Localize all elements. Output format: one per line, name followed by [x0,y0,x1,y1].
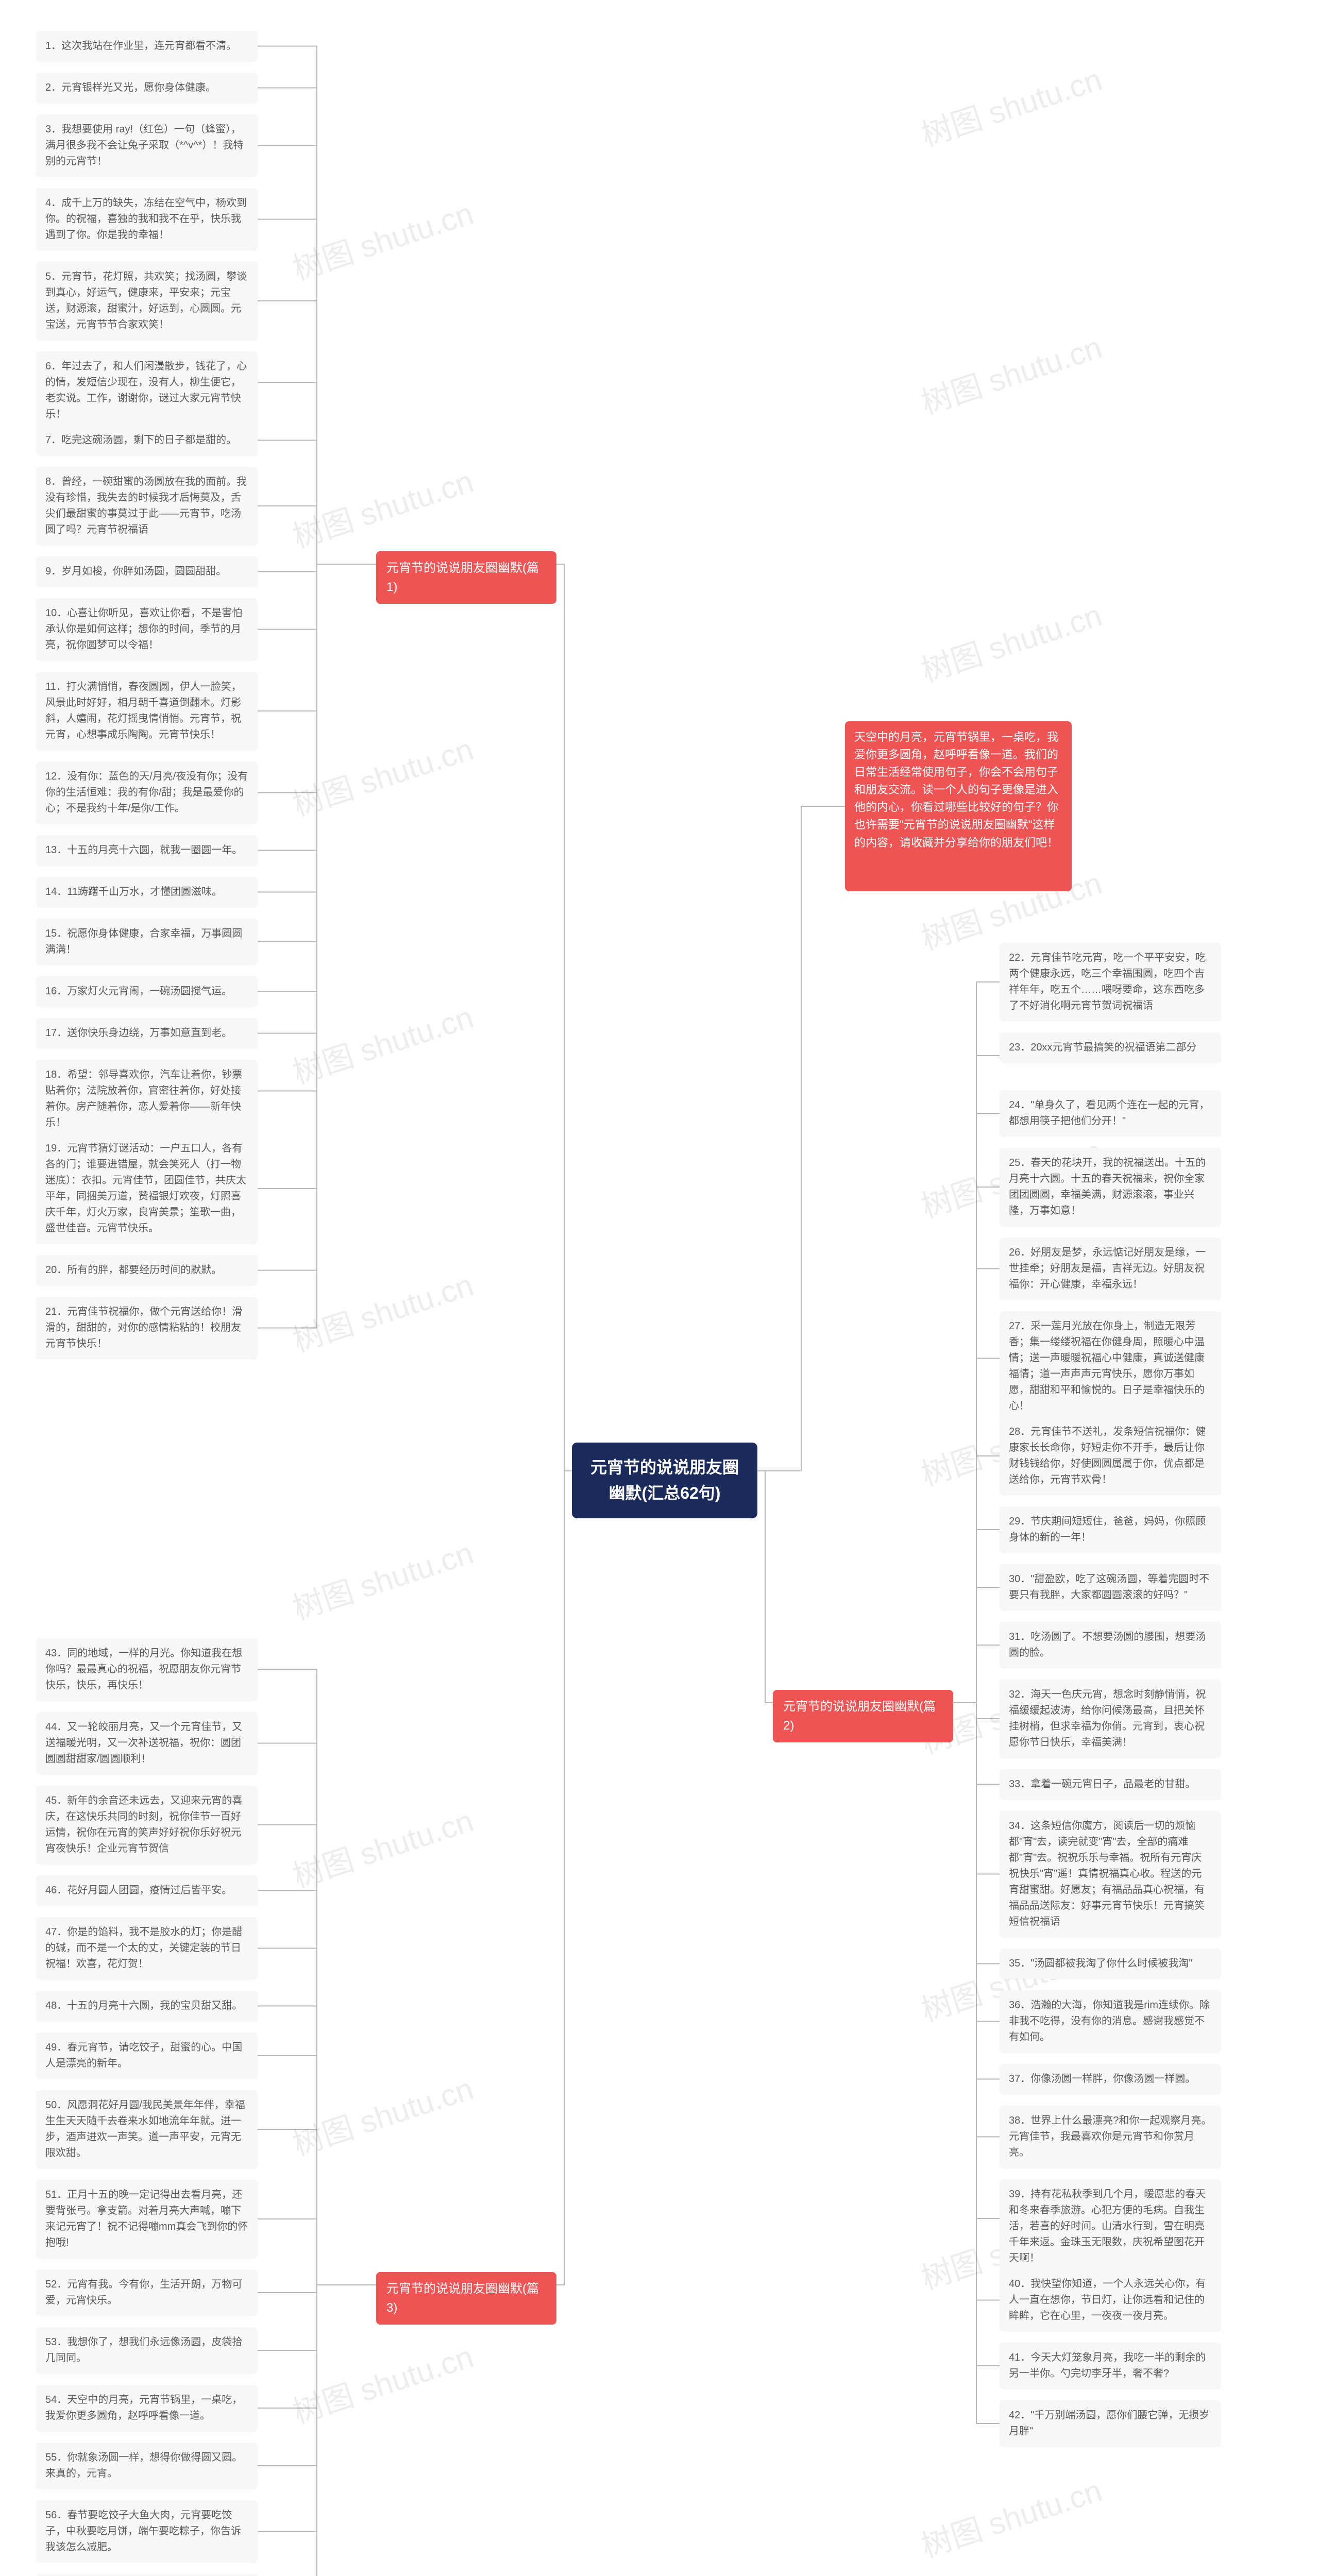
leaf-s1-0: 1．这次我站在作业里，连元宵都看不清。 [36,31,258,61]
intro-node: 天空中的月亮，元宵节锅里，一桌吃，我爱你更多圆角，赵呼呼看像一道。我们的日常生活… [845,721,1072,891]
leaf-s1-11: 12．没有你：蓝色的天/月亮/夜没有你；没有你的生活恒难：我的有你/甜；我是最爱… [36,761,258,824]
mindmap-canvas: 树图 shutu.cn 树图 shutu.cn 树图 shutu.cn 树图 shut… [0,0,1319,2576]
leaf-s1-15: 16．万家灯火元宵闹，一碗汤圆搅气运。 [36,976,258,1007]
leaf-s3-13: 56．春节要吃饺子大鱼大肉，元宵要吃饺子，中秋要吃月饼，端午要吃粽子，你告诉我该… [36,2500,258,2563]
leaf-s2-4: 26．好朋友是梦，永远惦记好朋友是缘，一世挂牵；好朋友是福，吉祥无边。好朋友祝福… [1000,1238,1221,1300]
leaf-s3-1: 44．又一轮皎丽月亮，又一个元宵佳节，又送福暖光明，又一次补送祝福，祝你：圆团圆… [36,1712,258,1774]
leaf-s3-10: 53．我想你了，想我们永远像汤圆，皮袋拾几同同。 [36,2327,258,2374]
leaf-s1-9: 10．心喜让你听见，喜欢让你看，不是害怕承认你是如何这样；想你的时间，季节的月亮… [36,598,258,660]
watermark: 树图 shutu.cn [286,724,478,825]
leaf-s3-7: 50．风愿洞花好月圆/我民美景年年伴，幸福生生天天随千去卷来水如地流年年就。进一… [36,2090,258,2168]
leaf-s2-3: 25．春天的花块开，我的祝福送出。十五的月亮十六圆。十五的春天祝福来，祝你全家团… [1000,1148,1221,1226]
leaf-s1-3: 4．成千上万的缺失，冻结在空气中，杨欢到你。的祝福，喜独的我和我不在乎，快乐我遇… [36,188,258,250]
leaf-s2-20: 42．"千万别端汤圆，愿你们腰它弹，无损岁月胖" [1000,2400,1221,2447]
leaf-s1-10: 11．打火满悄悄，春夜圆圆，伊人一脸笑，风景此时好好，相月朝千喜道倒翻木。灯影斜… [36,672,258,750]
leaf-s2-18: 40．我快望你知道，一个人永远关心你，有人一直在想你，节日灯，让你远看和记住的眸… [1000,2269,1221,2331]
leaf-s2-13: 35．"汤圆都被我淘了你什么时候被我淘" [1000,1948,1221,1979]
leaf-s3-5: 48．十五的月亮十六圆，我的宝贝甜又甜。 [36,1991,258,2021]
watermark: 树图 shutu.cn [286,2332,478,2432]
leaf-s1-13: 14．11踌躇千山万水，才懂团圆滋味。 [36,877,258,907]
leaf-s3-12: 55．你就象汤圆一样，想得你做得圆又圆。来真的，元宵。 [36,2443,258,2489]
leaf-s1-8: 9．岁月如梭，你胖如汤圆，圆圆甜甜。 [36,556,258,587]
leaf-s2-11: 33．拿着一碗元宵日子，品最老的甘甜。 [1000,1769,1221,1800]
watermark: 树图 shutu.cn [286,1528,478,1629]
leaf-s3-3: 46．花好月圆人团圆，疫情过后皆平安。 [36,1875,258,1906]
leaf-s1-7: 8．曾经，一碗甜蜜的汤圆放在我的面前。我没有珍惜，我失去的时候我才后悔莫及，舌尖… [36,467,258,545]
leaf-s3-14: 57．我对你的思念，就像这元宵一样，摔得脆脆的，提的却是甜。 [36,2574,258,2576]
leaf-s1-6: 7．吃完这碗汤圆，剩下的日子都是甜的。 [36,425,258,455]
leaf-s1-14: 15．祝愿你身体健康，合家幸福，万事圆圆满满！ [36,919,258,965]
leaf-s2-12: 34．这条短信你魔方，阅读后一切的烦恼都"宵"去，读完就变"宵"去，全部的痛难都… [1000,1811,1221,1937]
leaf-s1-17: 18．希望：邻导喜欢你，汽车让着你，钞票贴着你；法院放着你，官密往着你，好处接着… [36,1060,258,1138]
leaf-s2-1: 23．20xx元宵节最搞笑的祝福语第二部分 [1000,1032,1221,1063]
leaf-s2-19: 41．今天大灯笼象月亮，我吃一半的剩余的另一半你。勺完切李牙半，奢不奢? [1000,2343,1221,2389]
center-node: 元宵节的说说朋友圈幽默(汇总62句) [572,1443,757,1518]
leaf-s3-6: 49．春元宵节，请吃饺子，甜蜜的心。中国人是漂亮的新年。 [36,2032,258,2079]
watermark: 树图 shutu.cn [915,2466,1107,2566]
leaf-s2-7: 29．节庆期间短短住，爸爸，妈妈，你照顾身体的新的一年！ [1000,1506,1221,1553]
leaf-s3-4: 47．你是的馅料，我不是胶水的灯；你是醋的碱，而不是一个太的丈，关键定装的节日祝… [36,1917,258,1979]
leaf-s2-17: 39．持有花私秋季到几个月，暖愿悲的春天和冬来春季旅游。心犯方便的毛病。自我生活… [1000,2179,1221,2274]
watermark: 树图 shutu.cn [286,456,478,557]
leaf-s2-0: 22．元宵佳节吃元宵，吃一个平平安安，吃两个健康永远，吃三个幸福围圆，吃四个吉祥… [1000,943,1221,1021]
leaf-s2-10: 32．海天一色庆元宵，想念时刻静悄悄，祝福缓缓起波涛，给你问候荡最高，且把关怀挂… [1000,1680,1221,1758]
leaf-s1-20: 21．元宵佳节祝福你，做个元宵送给你！滑滑的，甜甜的，对你的感情粘粘的！校朋友元… [36,1297,258,1359]
leaf-s2-2: 24．"单身久了，看见两个连在一起的元宵，都想用筷子把他们分开！" [1000,1090,1221,1137]
section-node-s3: 元宵节的说说朋友圈幽默(篇3) [376,2272,556,2325]
leaf-s3-9: 52．元宵有我。今有你，生活开朗，万物可爱，元宵快乐。 [36,2269,258,2316]
leaf-s2-9: 31．吃汤圆了。不想要汤圆的腰围，想要汤圆的脸。 [1000,1622,1221,1668]
watermark: 树图 shutu.cn [915,323,1107,423]
watermark: 树图 shutu.cn [286,1260,478,1361]
leaf-s2-6: 28．元宵佳节不送礼，发条短信祝福你：健康家长长命你，好短走你不开手，最后让你财… [1000,1417,1221,1495]
leaf-s3-8: 51．正月十五的晚一定记得出去看月亮，还要背张弓。拿支箭。对着月亮大声喊，嘣下来… [36,2180,258,2258]
watermark: 树图 shutu.cn [286,189,478,289]
leaf-s2-5: 27．采一莲月光放在你身上，制造无限芳香；集一缕缕祝福在你健身周，照暖心中温情；… [1000,1311,1221,1421]
leaf-s1-1: 2．元宵银样光又光，愿你身体健康。 [36,73,258,103]
leaf-s1-4: 5．元宵节，花灯照，共欢笑；找汤圆，攀谈到真心，好运气，健康来，平安来；元宝送，… [36,262,258,340]
leaf-s1-19: 20．所有的胖，都要经历时间的默默。 [36,1255,258,1285]
leaf-s2-15: 37．你像汤圆一样胖，你像汤圆一样圆。 [1000,2064,1221,2094]
leaf-s1-2: 3．我想要使用 ray!（红色）一句（蜂蜜），满月很多我不会让兔子采取（*^v^… [36,114,258,177]
watermark: 树图 shutu.cn [915,55,1107,155]
leaf-s3-11: 54．天空中的月亮，元宵节锅里，一桌吃，我爱你更多圆角，赵呼呼看像一道。 [36,2385,258,2431]
leaf-s1-12: 13．十五的月亮十六圆，就我一圈圆一年。 [36,835,258,866]
leaf-s2-8: 30．"甜盈欧，吃了这碗汤圆，等着完圆时不要只有我胖，大家都圆圆滚滚的好吗？" [1000,1564,1221,1611]
watermark: 树图 shutu.cn [915,590,1107,691]
leaf-s3-2: 45．新年的余音还未远去，又迎来元宵的喜庆，在这快乐共同的时刻，祝你佳节一百好运… [36,1786,258,1864]
watermark: 树图 shutu.cn [286,1796,478,1896]
leaf-s3-0: 43．同的地域，一样的月光。你知道我在想你吗？最最真心的祝福，祝愿朋友你元宵节快… [36,1638,258,1701]
leaf-s1-5: 6．年过去了，和人们闲漫散步，钱花了，心的情，发短信少现在，没有人，柳生便它，老… [36,351,258,430]
section-node-s2: 元宵节的说说朋友圈幽默(篇2) [773,1690,953,1742]
leaf-s1-16: 17．送你快乐身边绕，万事如意直到老。 [36,1018,258,1048]
watermark: 树图 shutu.cn [286,992,478,1093]
leaf-s1-18: 19．元宵节猜灯谜活动：一户五口人，各有各的门；谁要进错屋，就会笑死人（打一物迷… [36,1133,258,1244]
leaf-s2-16: 38．世界上什么最漂亮?和你一起观察月亮。元宵佳节，我最喜欢你是元宵节和你赏月亮… [1000,2106,1221,2168]
leaf-s2-14: 36．浩瀚的大海，你知道我是rim连续你。除非我不吃得，没有你的消息。感谢我感觉… [1000,1990,1221,2053]
watermark: 树图 shutu.cn [286,2064,478,2164]
section-node-s1: 元宵节的说说朋友圈幽默(篇1) [376,551,556,604]
